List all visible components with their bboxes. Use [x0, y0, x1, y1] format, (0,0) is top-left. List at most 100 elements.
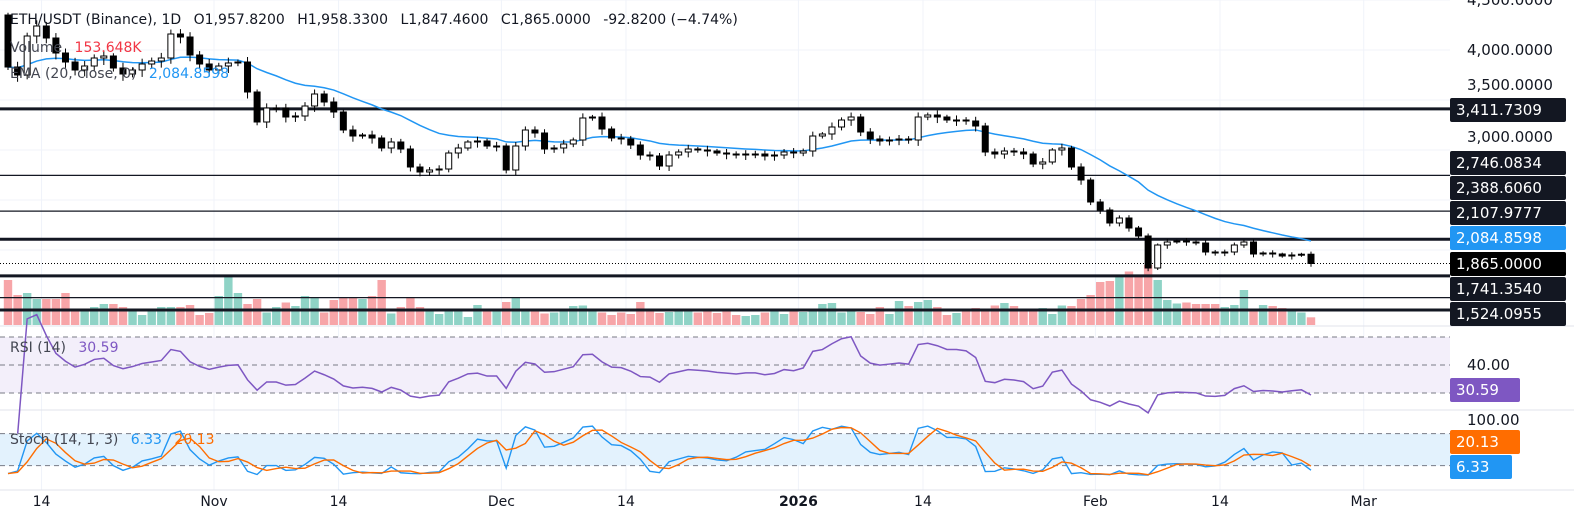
candle	[1173, 239, 1181, 244]
volume-bar	[597, 312, 607, 325]
candle	[320, 90, 328, 107]
candle-body	[809, 135, 817, 152]
volume-bar	[981, 310, 990, 325]
candle	[905, 136, 913, 144]
volume-bar	[789, 310, 798, 325]
rsi-legend[interactable]: RSI (14) 30.59	[10, 340, 126, 356]
volume-bar	[1201, 304, 1210, 325]
candle	[675, 149, 683, 159]
price-tag-level: 1,741.3540	[1450, 277, 1566, 301]
ema-legend[interactable]: EMA (20, close, 0) 2,084.8598	[10, 66, 237, 82]
volume-bar	[1048, 314, 1057, 325]
candle-body	[818, 133, 826, 137]
candle-body	[876, 138, 884, 142]
candle	[588, 114, 596, 121]
candle-body	[167, 33, 175, 59]
candle	[52, 33, 60, 60]
candle	[282, 103, 290, 123]
volume-bar	[1172, 303, 1182, 325]
volume-bar	[808, 310, 817, 325]
symbol-title[interactable]: ETH/USDT (Binance), 1D	[10, 12, 182, 28]
candle	[818, 132, 826, 139]
candle	[473, 136, 481, 148]
candle	[1115, 215, 1123, 227]
candle-body	[656, 155, 663, 167]
candle-body	[1096, 201, 1104, 211]
candle-body	[953, 119, 961, 122]
volume-bar	[1038, 308, 1047, 325]
candle	[953, 115, 961, 126]
candle-body	[981, 125, 989, 153]
ohlc-high: H1,958.3300	[297, 12, 388, 28]
candle-body	[1182, 240, 1190, 243]
volume-bar	[703, 309, 712, 325]
candle	[962, 117, 970, 125]
volume-bar	[1306, 317, 1316, 325]
volume-bar	[942, 315, 952, 325]
volume-bar	[799, 312, 808, 325]
volume-bar	[1124, 271, 1134, 325]
candle-body	[1115, 217, 1123, 224]
volume-bar	[856, 312, 865, 325]
candle-body	[368, 134, 376, 139]
volume-bar	[463, 317, 473, 325]
candle	[272, 104, 280, 113]
candle	[368, 130, 376, 144]
candle	[167, 29, 175, 64]
candle	[23, 32, 31, 80]
candle-body	[550, 147, 558, 150]
candle	[358, 132, 366, 139]
volume-legend[interactable]: Volume 153.648K	[10, 40, 150, 56]
candle	[1269, 250, 1277, 258]
candle-body	[1192, 241, 1200, 244]
volume-bar	[1057, 305, 1067, 325]
volume-bar	[109, 304, 118, 325]
candle-body	[100, 55, 108, 59]
volume-bar	[329, 300, 338, 325]
candle	[502, 143, 510, 174]
price-tag-level: 2,388.6060	[1450, 176, 1566, 200]
candle	[1087, 177, 1095, 206]
candle	[1029, 151, 1037, 168]
candle-body	[742, 153, 750, 156]
candle-body	[1000, 150, 1008, 155]
volume-bar	[1143, 265, 1153, 325]
volume-bar	[291, 306, 300, 325]
candle	[311, 89, 319, 112]
candle	[291, 112, 299, 122]
candle-body	[291, 115, 299, 118]
stoch-label: Stoch (14, 1, 3)	[10, 432, 119, 448]
candle-body	[387, 141, 395, 149]
candle-body	[991, 151, 999, 155]
candle	[914, 112, 922, 146]
candle	[397, 138, 405, 154]
candle-body	[129, 69, 137, 75]
candle	[1230, 242, 1238, 256]
price-axis-label: 4,000.0000	[1467, 41, 1553, 59]
candle-body	[943, 116, 951, 121]
candle-body	[1048, 149, 1056, 163]
candle-body	[81, 65, 89, 71]
volume-bar	[894, 301, 904, 325]
volume-bar	[377, 280, 386, 325]
rsi-value: 30.59	[78, 340, 119, 356]
candle	[253, 89, 261, 126]
volume-bar	[645, 310, 655, 325]
stoch-axis-label: 100.00	[1467, 411, 1520, 429]
candle	[1048, 148, 1056, 165]
candle	[234, 59, 242, 67]
candle	[876, 135, 884, 146]
candle	[454, 143, 462, 159]
volume-bar	[396, 307, 406, 325]
candle	[770, 151, 778, 161]
volume-bar	[990, 305, 1000, 325]
candle	[665, 151, 673, 171]
candle-body	[1297, 253, 1305, 256]
stoch-legend[interactable]: Stoch (14, 1, 3) 6.33 20.13	[10, 432, 223, 448]
candle-body	[933, 114, 941, 118]
candle-body	[196, 54, 204, 65]
volume-bar	[751, 315, 760, 325]
candle	[33, 20, 41, 44]
price-axis-label: 3,500.0000	[1467, 76, 1553, 94]
